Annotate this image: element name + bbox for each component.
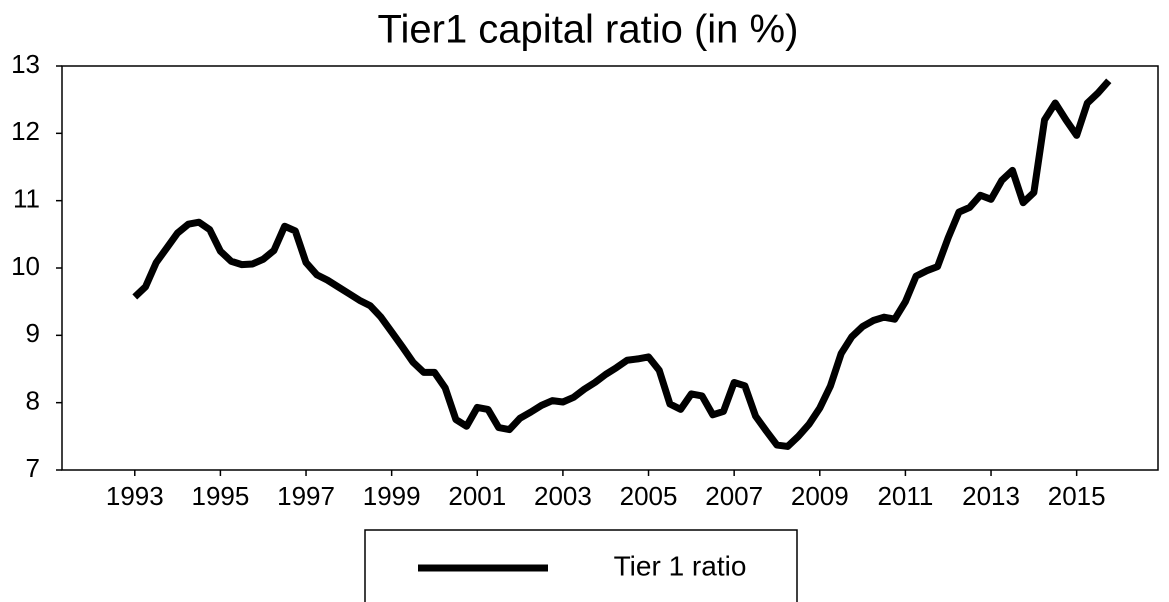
y-tick-label: 10 [11, 251, 40, 281]
x-tick-label: 1993 [106, 481, 164, 511]
y-tick-label: 8 [26, 386, 40, 416]
data-line [132, 78, 1112, 450]
x-tick-label: 2001 [448, 481, 506, 511]
x-tick-label: 2005 [620, 481, 678, 511]
y-tick-label: 11 [13, 184, 40, 214]
x-tick-label: 2007 [705, 481, 763, 511]
y-tick-label: 12 [11, 116, 40, 146]
y-tick-label: 13 [11, 49, 40, 79]
x-tick-label: 2009 [791, 481, 849, 511]
y-tick-label: 9 [26, 318, 40, 348]
x-tick-label: 2015 [1048, 481, 1106, 511]
plot-frame [61, 65, 1159, 471]
legend-label: Tier 1 ratio [614, 550, 747, 581]
x-tick-label: 1999 [363, 481, 421, 511]
x-tick-label: 2003 [534, 481, 592, 511]
x-tick-label: 2011 [877, 481, 933, 511]
x-tick-label: 1997 [277, 481, 335, 511]
chart-title: Tier1 capital ratio (in %) [378, 8, 799, 52]
y-tick-label: 7 [26, 453, 40, 483]
x-tick-label: 1995 [191, 481, 249, 511]
x-tick-label: 2013 [962, 481, 1020, 511]
